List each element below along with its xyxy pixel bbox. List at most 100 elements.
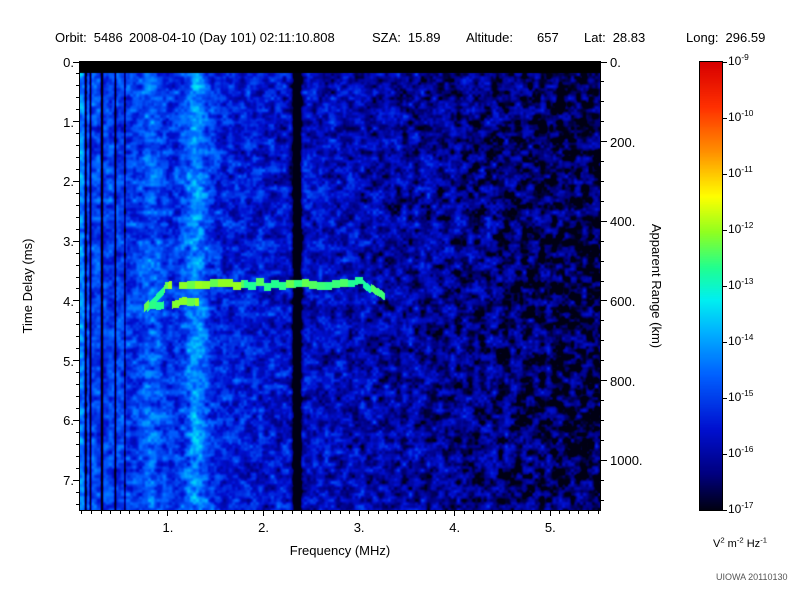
range-minor-tick [601, 180, 604, 182]
sza-label: SZA: [372, 30, 401, 45]
header-field-orbit: Orbit: 5486 [55, 30, 123, 45]
x-minor-tick [81, 511, 83, 514]
colorbar-tick [723, 341, 727, 343]
y-minor-tick [76, 73, 79, 75]
x-minor-tick [224, 511, 226, 514]
colorbar-tick [723, 229, 727, 231]
y-minor-tick [76, 264, 79, 266]
x-minor-tick [444, 511, 446, 514]
range-minor-tick [601, 360, 604, 362]
range-minor-tick [601, 399, 604, 401]
y-tick-label: 2. [63, 174, 74, 190]
y-tick-label: 7. [63, 473, 74, 489]
y-minor-tick [76, 384, 79, 386]
range-tick-label: 200. [610, 134, 636, 150]
header-field-long: Long: 296.59 [686, 30, 765, 45]
x-minor-tick [100, 511, 102, 514]
header-field-altitude: Altitude: 657 [466, 30, 559, 45]
x-minor-tick [482, 511, 484, 514]
range-tick [601, 380, 607, 382]
x-minor-tick [349, 511, 351, 514]
colorbar-tick [723, 173, 727, 175]
long-label: Long: [686, 30, 719, 45]
y-minor-tick [76, 145, 79, 147]
y-minor-tick [76, 336, 79, 338]
x-minor-tick [329, 511, 331, 514]
y-tick-label: 5. [63, 353, 74, 369]
x-minor-tick [186, 511, 188, 514]
y-tick-label: 0. [63, 55, 74, 70]
y-minor-tick [76, 228, 79, 230]
range-minor-tick [601, 439, 604, 441]
x-minor-tick [368, 511, 370, 514]
x-minor-tick [415, 511, 417, 514]
colorbar-tick-label: 10-16 [728, 444, 754, 460]
range-tick [601, 141, 607, 143]
y-tick [73, 121, 79, 123]
colorbar-unit-label: V2 m-2 Hz-1 [712, 535, 768, 550]
y-tick [73, 180, 79, 182]
y-tick [73, 419, 79, 421]
x-minor-tick [511, 511, 513, 514]
range-minor-tick [601, 121, 604, 123]
colorbar-tick-label: 10-14 [728, 332, 754, 348]
y-minor-tick [76, 85, 79, 87]
long-value: 296.59 [725, 30, 766, 45]
x-minor-tick [597, 511, 599, 514]
y-minor-tick [76, 169, 79, 171]
colorbar-tick [723, 397, 727, 399]
range-minor-tick [601, 479, 604, 481]
altitude-label: Altitude: [466, 30, 513, 45]
x-minor-tick [205, 511, 207, 514]
range-minor-tick [601, 101, 604, 103]
x-minor-tick [521, 511, 523, 514]
range-minor-tick [601, 499, 604, 501]
y-axis-title-right: Apparent Range (km) [649, 223, 664, 349]
y-minor-tick [76, 503, 79, 505]
x-minor-tick [540, 511, 542, 514]
y-minor-tick [76, 312, 79, 314]
x-minor-tick [148, 511, 150, 514]
x-tick-label: 2. [258, 520, 269, 535]
range-minor-tick [601, 81, 604, 83]
colorbar-tick-label: 10-12 [728, 220, 754, 236]
spectrogram-canvas [80, 62, 600, 510]
y-tick [73, 360, 79, 362]
y-minor-tick [76, 133, 79, 135]
y-minor-tick [76, 396, 79, 397]
range-minor-tick [601, 419, 604, 421]
x-tick [358, 511, 360, 516]
y-minor-tick [76, 372, 79, 374]
x-minor-tick [243, 511, 245, 514]
y-minor-tick [76, 443, 79, 445]
y-minor-tick [76, 97, 79, 99]
orbit-value: 5486 [93, 30, 123, 45]
colorbar-tick [723, 285, 727, 287]
x-minor-tick [578, 511, 580, 514]
y-tick [73, 479, 79, 481]
colorbar-tick-label: 10-10 [728, 108, 754, 124]
colorbar-tick-label: 10-11 [728, 164, 753, 180]
range-tick-label: 600. [610, 293, 636, 309]
range-tick [601, 61, 607, 63]
x-minor-tick [320, 511, 322, 514]
x-tick [454, 511, 456, 516]
y-tick-label: 1. [63, 114, 74, 130]
x-minor-tick [425, 511, 427, 514]
x-minor-tick [339, 511, 341, 514]
x-minor-tick [272, 511, 274, 514]
x-minor-tick [253, 511, 255, 514]
x-minor-tick [387, 511, 389, 514]
y-tick [73, 240, 79, 242]
y-minor-tick [76, 204, 79, 206]
x-minor-tick [377, 511, 379, 514]
range-tick-label: 800. [610, 373, 636, 389]
colorbar-tick-label: 10-13 [728, 276, 754, 292]
y-minor-tick [76, 276, 79, 278]
y-minor-tick [76, 431, 79, 433]
x-tick-label: 5. [544, 520, 556, 535]
y-tick-label: 3. [63, 234, 74, 250]
plot-frame [79, 61, 601, 511]
y-minor-tick [76, 455, 79, 457]
y-axis-title-left: Time Delay (ms) [20, 238, 35, 334]
